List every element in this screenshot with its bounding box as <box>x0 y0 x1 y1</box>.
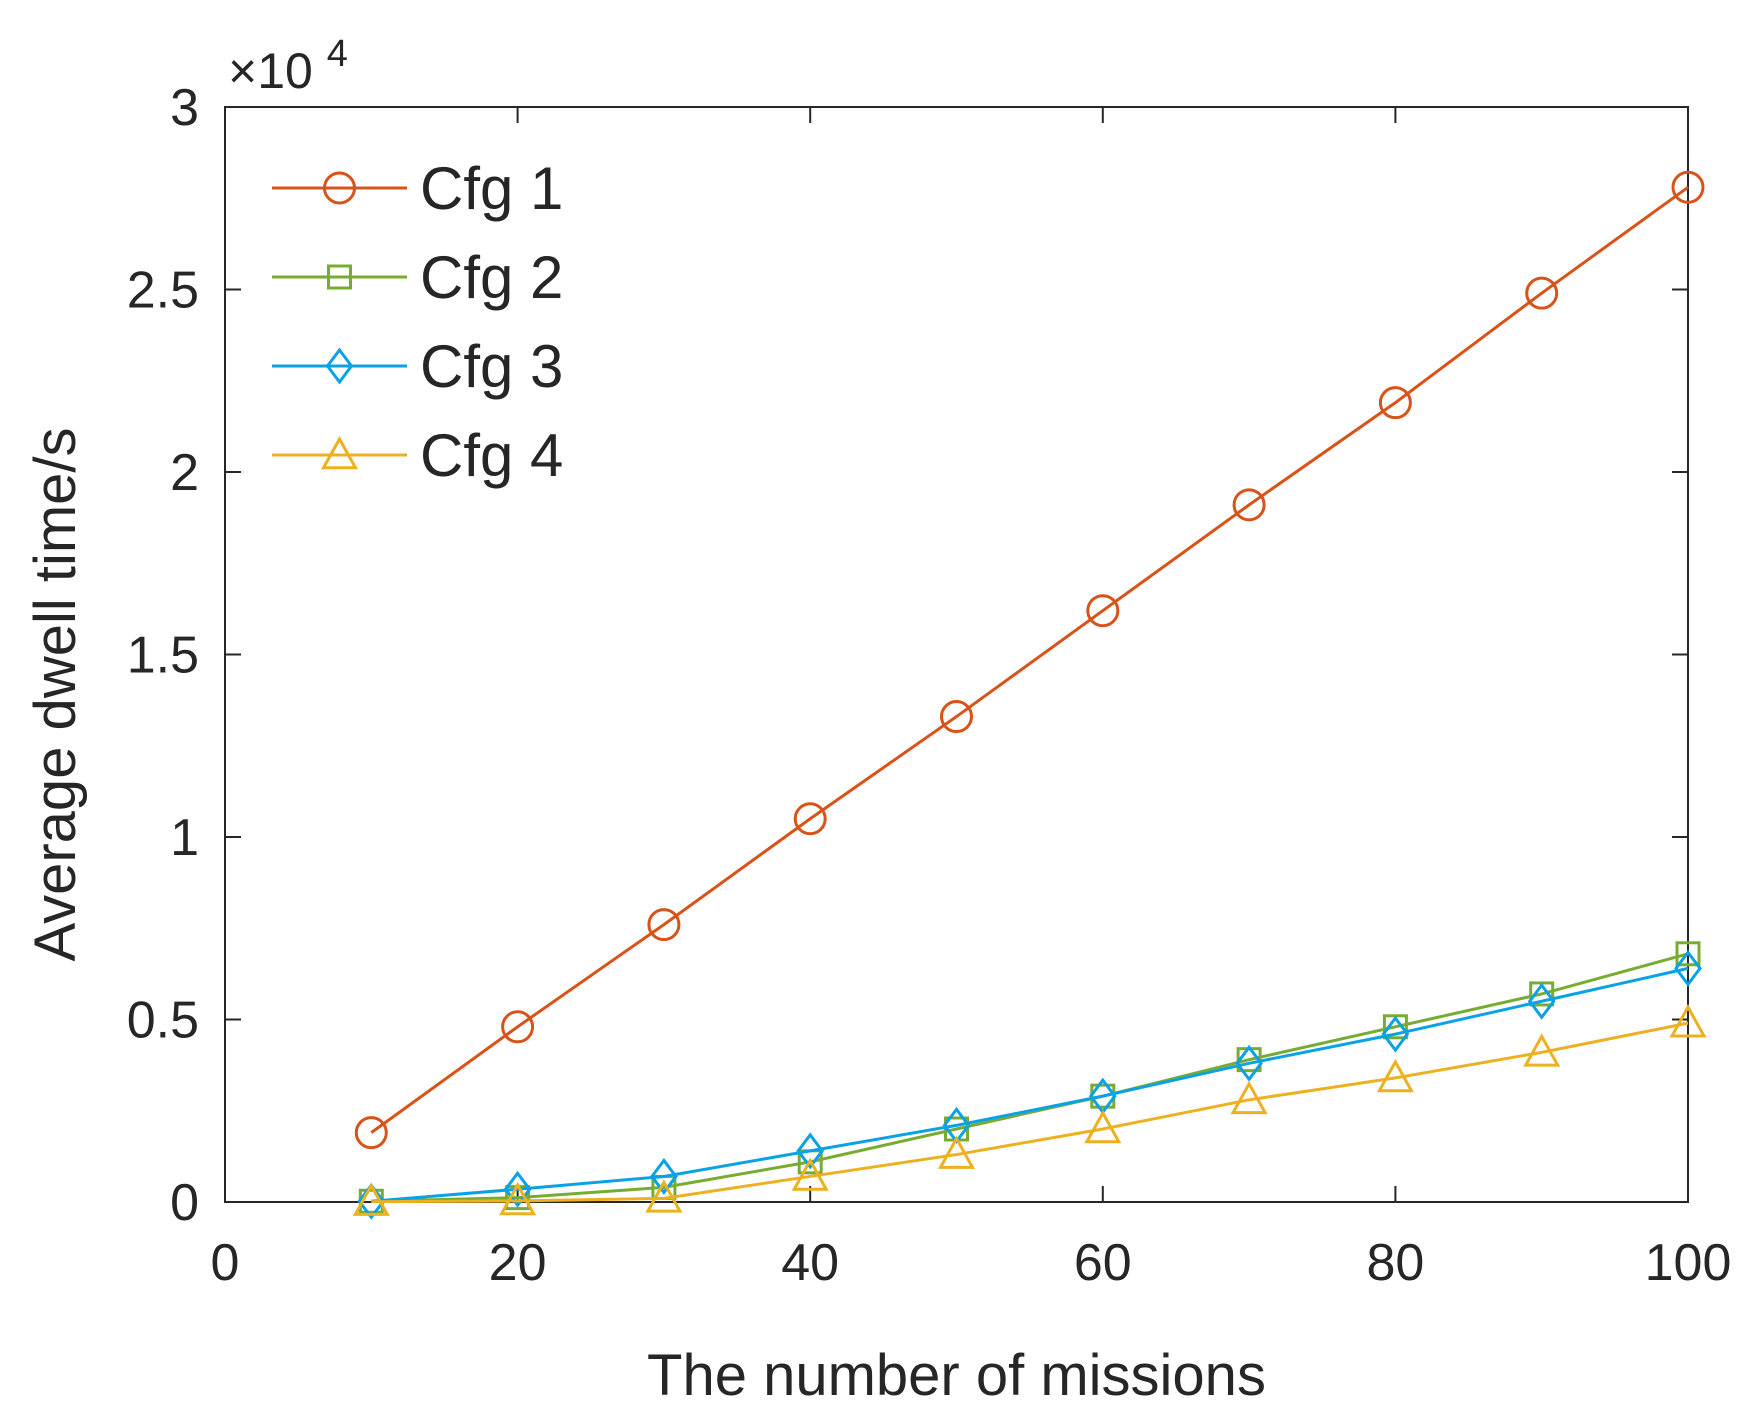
y-tick-label: 1 <box>170 809 199 867</box>
marker-triangle <box>499 1181 537 1216</box>
marker-circle <box>1525 276 1559 310</box>
series-group <box>352 170 1707 1220</box>
marker-diamond <box>357 1182 386 1220</box>
x-tick-label: 0 <box>211 1234 240 1292</box>
legend-label: Cfg 3 <box>420 333 563 400</box>
series-cfg-1 <box>354 170 1705 1150</box>
marker-circle <box>793 802 827 836</box>
marker-circle <box>1086 594 1120 628</box>
series-line <box>371 966 1689 1203</box>
marker-triangle <box>1084 1109 1122 1144</box>
x-tick-label: 40 <box>781 1234 839 1292</box>
series-cfg-3 <box>357 949 1702 1220</box>
legend-item: Cfg 2 <box>272 244 563 311</box>
marker-triangle <box>352 1182 390 1216</box>
marker-diamond <box>325 347 354 385</box>
y-tick-label: 3 <box>170 79 199 137</box>
marker-triangle <box>1523 1033 1561 1067</box>
plot-area <box>224 106 1689 1203</box>
series-line <box>371 952 1689 1203</box>
series-line <box>371 1021 1689 1204</box>
marker-circle <box>647 908 681 942</box>
marker-diamond <box>1674 949 1702 987</box>
marker-diamond <box>503 1170 532 1208</box>
y-exponent-base: ×10 <box>228 43 313 99</box>
marker-circle <box>1232 488 1266 522</box>
y-tick-label: 0 <box>170 1174 199 1232</box>
marker-diamond <box>1527 982 1556 1020</box>
marker-triangle <box>1376 1058 1414 1093</box>
x-axis-label: The number of missions <box>647 1343 1266 1408</box>
y-axis-label: Average dwell time/s <box>23 427 88 961</box>
marker-circle <box>1671 170 1705 204</box>
y-tick-label: 2 <box>170 444 199 502</box>
legend: Cfg 1 Cfg 2 Cfg 3 Cfg 4 <box>272 155 563 489</box>
marker-triangle <box>645 1179 683 1213</box>
legend-item: Cfg 3 <box>272 333 563 400</box>
y-tick-label: 2.5 <box>127 262 199 320</box>
marker-triangle <box>937 1135 976 1169</box>
marker-circle <box>940 700 973 734</box>
legend-item: Cfg 1 <box>272 155 563 222</box>
marker-circle <box>1378 386 1412 420</box>
axes: 0 20 40 60 80 100 0 0.5 1 1.5 2 2.5 3 <box>127 79 1732 1292</box>
marker-diamond <box>796 1132 825 1170</box>
y-exponent-power: 4 <box>327 33 348 75</box>
marker-triangle <box>1669 1004 1707 1038</box>
marker-square <box>327 264 352 290</box>
y-tick-label: 0.5 <box>127 992 199 1050</box>
marker-triangle <box>1230 1080 1268 1115</box>
legend-item: Cfg 4 <box>272 422 563 489</box>
marker-triangle <box>320 435 359 470</box>
y-axis-exponent: ×10 4 <box>228 33 348 99</box>
marker-circle <box>323 171 356 205</box>
x-tick-label: 60 <box>1074 1234 1132 1292</box>
marker-diamond <box>1235 1044 1263 1082</box>
series-line <box>370 186 1689 1134</box>
marker-diamond <box>650 1157 678 1195</box>
x-tick-label: 20 <box>489 1234 547 1292</box>
x-tick-label: 80 <box>1366 1234 1424 1292</box>
legend-label: Cfg 1 <box>420 155 563 222</box>
marker-triangle <box>791 1157 829 1191</box>
marker-circle <box>354 1116 388 1150</box>
marker-diamond <box>1381 1015 1410 1053</box>
y-tick-label: 1.5 <box>127 627 199 685</box>
series-cfg-4 <box>352 1004 1707 1216</box>
legend-label: Cfg 2 <box>420 244 563 311</box>
x-tick-label: 100 <box>1645 1234 1732 1292</box>
plot-frame <box>224 106 1689 1203</box>
legend-label: Cfg 4 <box>420 422 563 489</box>
marker-square <box>1675 941 1701 967</box>
marker-circle <box>501 1010 535 1044</box>
